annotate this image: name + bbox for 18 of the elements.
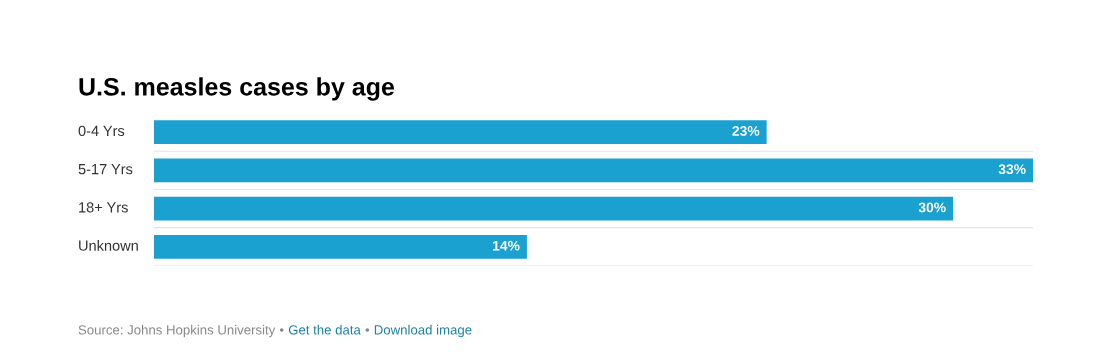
source-note: Source: Johns Hopkins University [78,324,276,338]
text: • [365,328,370,332]
y-tick-label: 18+ Yrs [79,202,128,213]
chart-title: U.S. measles cases by age [79,77,395,101]
data-label: 23% [732,126,760,136]
bar [154,120,767,144]
y-tick-label: 0-4 Yrs [78,125,125,137]
y-tick-label: Unknown [79,240,138,251]
data-label: 30% [918,202,946,213]
data-label: 14% [493,240,520,251]
bar [154,158,1033,183]
text: Download image [374,324,472,338]
data-label: 33% [998,164,1026,175]
y-tick-label: 5-17 Yrs [78,164,133,175]
bar [154,196,954,221]
text: Get the data [288,324,361,335]
bar [154,235,527,259]
text: • [279,328,284,332]
